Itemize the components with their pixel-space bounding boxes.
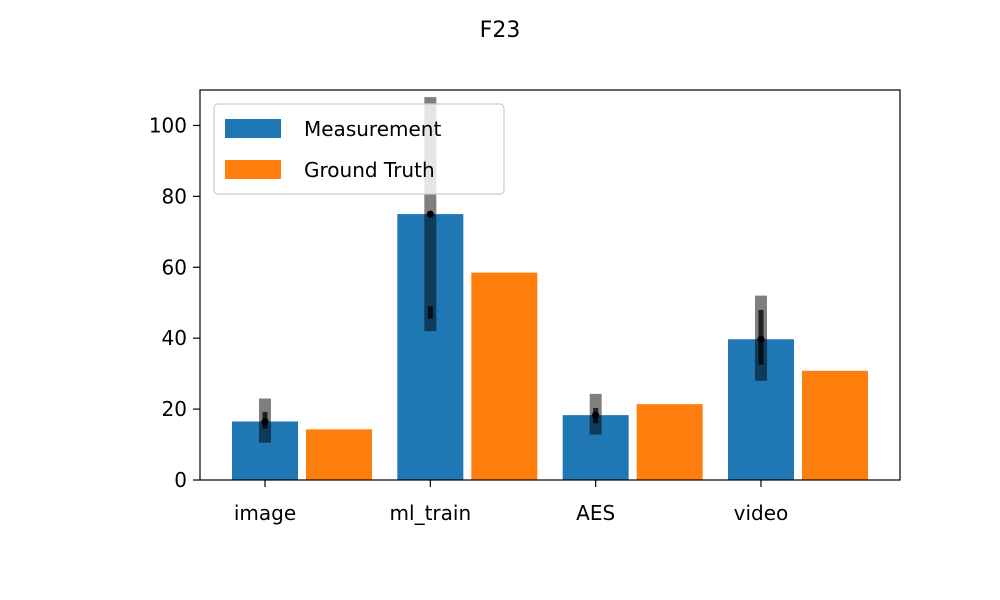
- x-tick-label: image: [234, 501, 296, 525]
- legend-swatch-measurement: [225, 119, 281, 138]
- legend-label-ground-truth: Ground Truth: [304, 158, 435, 182]
- plot-frame: [199, 89, 901, 481]
- x-tick-label: ml_train: [390, 501, 472, 525]
- errorbar-point-image: [261, 418, 269, 425]
- y-tick-label: 60: [162, 255, 187, 279]
- y-tick-label: 100: [149, 113, 187, 137]
- bar-ground-truth-AES: [636, 404, 703, 480]
- y-tick-label: 20: [162, 397, 187, 421]
- legend: Measurement Ground Truth: [213, 103, 505, 195]
- bars-layer: [232, 214, 868, 480]
- legend-box: [213, 103, 505, 195]
- chart-title: F23: [480, 18, 521, 43]
- y-tick-label: 0: [174, 468, 187, 492]
- y-axis: 0 20 40 60 80 100: [149, 113, 200, 492]
- x-tick-label: video: [734, 501, 789, 525]
- legend-swatch-ground-truth: [225, 160, 281, 179]
- x-tick-label: AES: [576, 501, 615, 525]
- legend-label-measurement: Measurement: [304, 117, 441, 141]
- y-tick-label: 80: [162, 184, 187, 208]
- bar-ground-truth-ml_train: [471, 272, 538, 480]
- bar-ground-truth-image: [306, 429, 372, 480]
- x-axis: image ml_train AES video: [234, 480, 788, 525]
- y-tick-label: 40: [162, 326, 187, 350]
- errorbar-point-ml_train: [426, 210, 434, 218]
- errorbar-point-video: [757, 335, 765, 343]
- errorbar-point-AES: [592, 411, 600, 419]
- bar-ground-truth-video: [801, 370, 868, 480]
